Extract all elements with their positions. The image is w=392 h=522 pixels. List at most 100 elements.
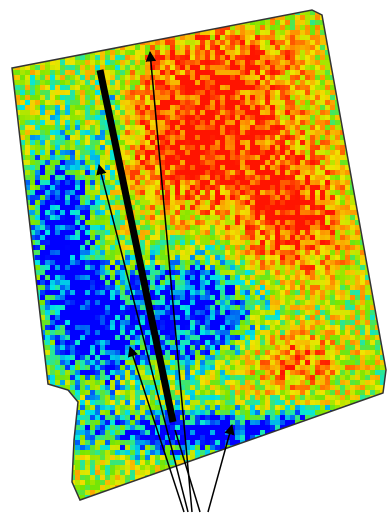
heatmap-cell	[130, 75, 135, 80]
heatmap-cell	[255, 35, 260, 40]
heatmap-cell	[190, 100, 195, 105]
heatmap-cell	[235, 300, 240, 305]
heatmap-cell	[150, 265, 155, 270]
heatmap-cell	[245, 15, 250, 20]
heatmap-cell	[70, 110, 75, 115]
heatmap-cell	[230, 55, 235, 60]
heatmap-cell	[275, 115, 280, 120]
heatmap-cell	[360, 260, 365, 265]
heatmap-cell	[60, 60, 65, 65]
heatmap-cell	[340, 55, 345, 60]
heatmap-cell	[45, 20, 50, 25]
heatmap-cell	[250, 280, 255, 285]
heatmap-cell	[55, 190, 60, 195]
heatmap-cell	[10, 170, 15, 175]
heatmap-cell	[155, 50, 160, 55]
heatmap-cell	[245, 75, 250, 80]
heatmap-cell	[355, 60, 360, 65]
heatmap-cell	[5, 35, 10, 40]
heatmap-cell	[65, 100, 70, 105]
heatmap-cell	[320, 245, 325, 250]
heatmap-cell	[230, 140, 235, 145]
heatmap-cell	[270, 160, 275, 165]
heatmap-cell	[360, 95, 365, 100]
heatmap-cell	[175, 215, 180, 220]
heatmap-cell	[380, 255, 385, 260]
heatmap-cell	[320, 165, 325, 170]
heatmap-cell	[190, 50, 195, 55]
heatmap-cell	[225, 150, 230, 155]
heatmap-cell	[360, 305, 365, 310]
heatmap-cell	[75, 280, 80, 285]
heatmap-cell	[260, 195, 265, 200]
heatmap-cell	[270, 230, 275, 235]
heatmap-cell	[315, 75, 320, 80]
heatmap-cell	[150, 275, 155, 280]
heatmap-cell	[380, 245, 385, 250]
heatmap-cell	[80, 0, 85, 5]
heatmap-cell	[170, 90, 175, 95]
heatmap-cell	[305, 195, 310, 200]
heatmap-cell	[50, 245, 55, 250]
heatmap-cell	[355, 230, 360, 235]
heatmap-cell	[55, 275, 60, 280]
heatmap-cell	[300, 285, 305, 290]
heatmap-cell	[130, 145, 135, 150]
heatmap-cell	[135, 105, 140, 110]
heatmap-cell	[15, 50, 20, 55]
heatmap-cell	[35, 190, 40, 195]
heatmap-cell	[230, 35, 235, 40]
heatmap-cell	[150, 25, 155, 30]
heatmap-cell	[385, 110, 390, 115]
heatmap-cell	[105, 30, 110, 35]
heatmap-cell	[60, 145, 65, 150]
heatmap-cell	[45, 300, 50, 305]
heatmap-cell	[95, 180, 100, 185]
heatmap-cell	[305, 35, 310, 40]
heatmap-cell	[180, 205, 185, 210]
heatmap-cell	[330, 280, 335, 285]
heatmap-cell	[275, 295, 280, 300]
heatmap-cell	[340, 180, 345, 185]
heatmap-cell	[215, 50, 220, 55]
heatmap-cell	[230, 150, 235, 155]
heatmap-cell	[45, 285, 50, 290]
heatmap-cell	[245, 35, 250, 40]
heatmap-cell	[100, 260, 105, 265]
heatmap-cell	[20, 100, 25, 105]
heatmap-cell	[205, 195, 210, 200]
heatmap-cell	[325, 60, 330, 65]
heatmap-cell	[210, 125, 215, 130]
heatmap-cell	[265, 280, 270, 285]
heatmap-cell	[275, 240, 280, 245]
heatmap-cell	[285, 115, 290, 120]
heatmap-cell	[225, 235, 230, 240]
heatmap-cell	[210, 305, 215, 310]
heatmap-cell	[100, 60, 105, 65]
heatmap-cell	[155, 15, 160, 20]
heatmap-cell	[220, 170, 225, 175]
heatmap-cell	[340, 25, 345, 30]
heatmap-cell	[110, 245, 115, 250]
heatmap-cell	[240, 165, 245, 170]
heatmap-cell	[350, 285, 355, 290]
heatmap-cell	[120, 305, 125, 310]
heatmap-cell	[225, 225, 230, 230]
heatmap-cell	[70, 70, 75, 75]
heatmap-cell	[285, 55, 290, 60]
heatmap-cell	[130, 15, 135, 20]
heatmap-cell	[185, 180, 190, 185]
heatmap-cell	[250, 290, 255, 295]
heatmap-cell	[250, 135, 255, 140]
heatmap-cell	[210, 75, 215, 80]
heatmap-cell	[15, 35, 20, 40]
heatmap-cell	[290, 260, 295, 265]
heatmap-cell	[245, 235, 250, 240]
heatmap-cell	[155, 210, 160, 215]
heatmap-cell	[280, 190, 285, 195]
heatmap-cell	[245, 135, 250, 140]
heatmap-cell	[330, 180, 335, 185]
heatmap-cell	[370, 270, 375, 275]
heatmap-cell	[345, 35, 350, 40]
heatmap-cell	[295, 105, 300, 110]
